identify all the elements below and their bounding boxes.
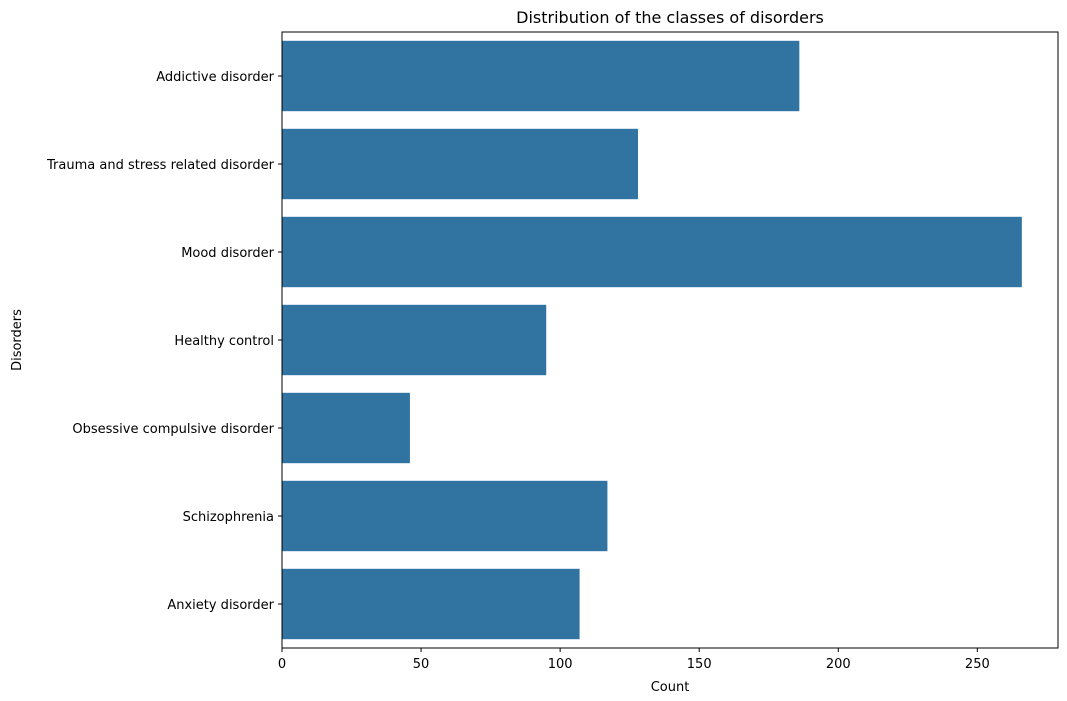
y-tick-label: Healthy control <box>174 334 274 349</box>
plot-frame <box>281 31 1059 649</box>
bars-layer <box>282 40 1022 640</box>
y-tick-label: Obsessive compulsive disorder <box>72 422 274 437</box>
bar <box>282 304 547 376</box>
x-tick-label: 150 <box>687 657 712 672</box>
bar <box>282 40 800 112</box>
bar <box>282 216 1022 288</box>
x-axis-label: Count <box>651 680 690 695</box>
x-axis-ticks: 0 50 100 150 200 250 <box>278 648 990 672</box>
y-axis-ticks: Addictive disorder Trauma and stress rela… <box>46 70 282 613</box>
bar <box>282 568 580 640</box>
y-axis-label: Disorders <box>10 309 25 371</box>
y-tick-label: Trauma and stress related disorder <box>46 158 275 173</box>
chart-title: Distribution of the classes of disorders <box>516 8 824 27</box>
y-tick-label: Anxiety disorder <box>167 598 274 613</box>
x-tick-label: 0 <box>278 657 286 672</box>
bar <box>282 480 608 552</box>
y-tick-label: Mood disorder <box>181 246 274 261</box>
bar <box>282 392 410 464</box>
y-tick-label: Schizophrenia <box>183 510 274 525</box>
x-tick-label: 50 <box>413 657 430 672</box>
bar <box>282 128 639 200</box>
x-tick-label: 100 <box>548 657 573 672</box>
x-tick-label: 250 <box>965 657 990 672</box>
y-tick-label: Addictive disorder <box>156 70 274 85</box>
x-tick-label: 200 <box>826 657 851 672</box>
